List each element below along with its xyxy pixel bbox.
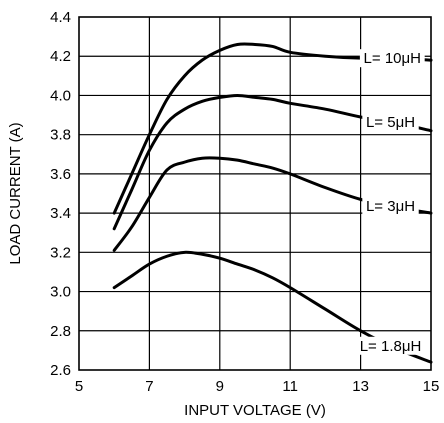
y-tick-label: 4.2 <box>50 48 71 65</box>
series-label-background <box>362 113 419 132</box>
y-tick-label: 4.0 <box>50 87 71 104</box>
x-tick-labels: 5 7 9 11 13 15 <box>75 378 440 395</box>
x-tick-label: 9 <box>216 378 224 395</box>
series-label: L= 5μH <box>366 114 415 131</box>
series-label: L= 3μH <box>366 198 415 215</box>
y-tick-label: 4.4 <box>50 9 71 26</box>
y-tick-label: 2.6 <box>50 362 71 379</box>
series-line <box>112 93 433 231</box>
y-tick-label: 3.4 <box>50 205 71 222</box>
series-line <box>112 156 433 252</box>
y-tick-label: 2.8 <box>50 323 71 340</box>
x-tick-label: 5 <box>75 378 83 395</box>
series-label: L= 1.8μH <box>360 338 422 355</box>
x-tick-label: 11 <box>282 378 298 395</box>
series-labels: L= 10μH L= 5μH L= 3μH L= 1.8μH <box>353 49 428 355</box>
series-line <box>112 42 433 215</box>
x-tick-label: 15 <box>423 378 440 395</box>
x-tick-label: 7 <box>145 378 153 395</box>
y-tick-label: 3.2 <box>50 244 71 261</box>
y-tick-label: 3.8 <box>50 127 71 144</box>
series-label: L= 10μH <box>364 50 421 67</box>
series-line <box>112 250 433 364</box>
series-label-background <box>359 49 425 68</box>
y-tick-label: 3.6 <box>50 166 71 183</box>
y-tick-labels: 2.6 2.8 3.0 3.2 3.4 3.6 3.8 4.0 4.2 4.4 <box>50 9 71 379</box>
series-label-background <box>353 336 428 355</box>
x-axis-title: INPUT VOLTAGE (V) <box>184 402 326 419</box>
grid-lines <box>79 17 431 370</box>
plot-frame <box>78 16 432 371</box>
series-curves <box>112 42 433 364</box>
y-tick-label: 3.0 <box>50 284 71 301</box>
x-tick-label: 13 <box>352 378 369 395</box>
series-label-background <box>362 197 419 216</box>
y-axis-title: LOAD CURRENT (A) <box>7 122 24 264</box>
